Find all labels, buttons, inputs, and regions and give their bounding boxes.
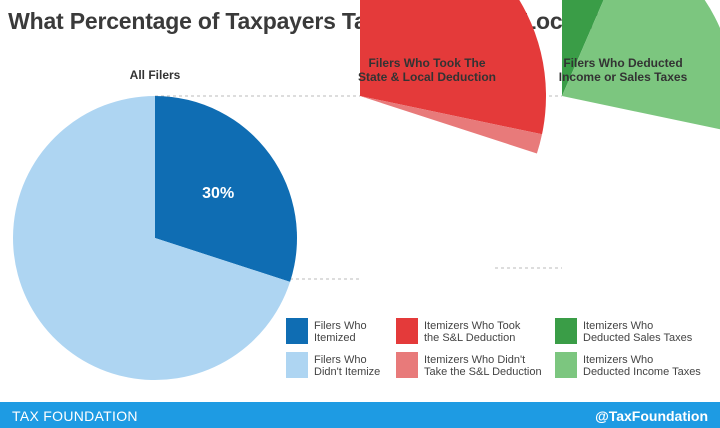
legend-label-line-2: Deducted Income Taxes bbox=[583, 366, 701, 378]
legend-label: Itemizers Who Deducted Sales Taxes bbox=[583, 320, 703, 344]
legend-label-line-1: Itemizers Who Took bbox=[424, 320, 521, 332]
legend-item: Itemizers Who Deducted Income Taxes bbox=[555, 352, 715, 380]
legend-label-line-2: Take the S&L Deduction bbox=[424, 366, 542, 378]
legend-item: Itemizers Who Didn't Take the S&L Deducti… bbox=[396, 352, 556, 380]
subtitle-all-filers: All Filers bbox=[130, 68, 181, 82]
legend-label-line-1: Filers Who bbox=[314, 320, 367, 332]
legend-item: Filers Who Didn't Itemize bbox=[286, 352, 446, 380]
slice-label-itemized: 30% bbox=[202, 185, 234, 202]
legend-swatch bbox=[286, 352, 308, 378]
footer-brand: TAX FOUNDATION bbox=[12, 408, 138, 424]
legend-label-line-2: the S&L Deduction bbox=[424, 332, 516, 344]
legend-label-line-1: Itemizers Who Didn't bbox=[424, 354, 526, 366]
slice-took-sl-2 bbox=[360, 96, 543, 154]
slice-deducted-2 bbox=[562, 0, 720, 130]
legend-label: Filers Who Didn't Itemize bbox=[314, 354, 434, 378]
legend-label: Itemizers Who Didn't Take the S&L Deducti… bbox=[424, 354, 544, 378]
legend-item: Itemizers Who Took the S&L Deduction bbox=[396, 318, 556, 346]
legend-item: Itemizers Who Deducted Sales Taxes bbox=[555, 318, 715, 346]
legend-label-line-1: Filers Who bbox=[314, 354, 367, 366]
legend-label-line-2: Itemized bbox=[314, 332, 356, 344]
slice-all-filers-2 bbox=[12, 96, 291, 381]
legend-swatch bbox=[286, 318, 308, 344]
legend-label-line-2: Deducted Sales Taxes bbox=[583, 332, 693, 344]
subtitle-took-sl: State & Local Deduction bbox=[358, 70, 496, 84]
legend-swatch bbox=[555, 318, 577, 344]
legend-label: Itemizers Who Took the S&L Deduction bbox=[424, 320, 544, 344]
footer-bar: TAX FOUNDATION @TaxFoundation bbox=[0, 402, 720, 428]
legend-label: Itemizers Who Deducted Income Taxes bbox=[583, 354, 703, 378]
legend-swatch bbox=[396, 352, 418, 378]
slice-took-sl-1 bbox=[360, 0, 546, 135]
subtitle-took-sl: Filers Who Took The bbox=[368, 56, 485, 70]
legend-label: Filers Who Itemized bbox=[314, 320, 434, 344]
legend-label-line-1: Itemizers Who bbox=[583, 320, 654, 332]
slice-label-took-sl: 28.3% bbox=[403, 170, 448, 187]
subtitle-deducted: Income or Sales Taxes bbox=[559, 70, 688, 84]
legend-item: Filers Who Itemized bbox=[286, 318, 446, 346]
legend-label-line-2: Didn't Itemize bbox=[314, 366, 381, 378]
slice-deducted-1 bbox=[562, 0, 604, 96]
pie-charts: 30% 28.3% 6.5% 21.8% All Filers Filers Who To… bbox=[12, 0, 720, 381]
legend-swatch bbox=[555, 352, 577, 378]
subtitle-deducted: Filers Who Deducted bbox=[563, 56, 682, 70]
legend-label-line-1: Itemizers Who bbox=[583, 354, 654, 366]
slice-label-income: 21.8% bbox=[604, 186, 649, 203]
footer-handle: @TaxFoundation bbox=[595, 408, 708, 424]
slice-label-sales: 6.5% bbox=[566, 111, 600, 128]
legend-swatch bbox=[396, 318, 418, 344]
slice-all-filers-1 bbox=[155, 96, 297, 282]
